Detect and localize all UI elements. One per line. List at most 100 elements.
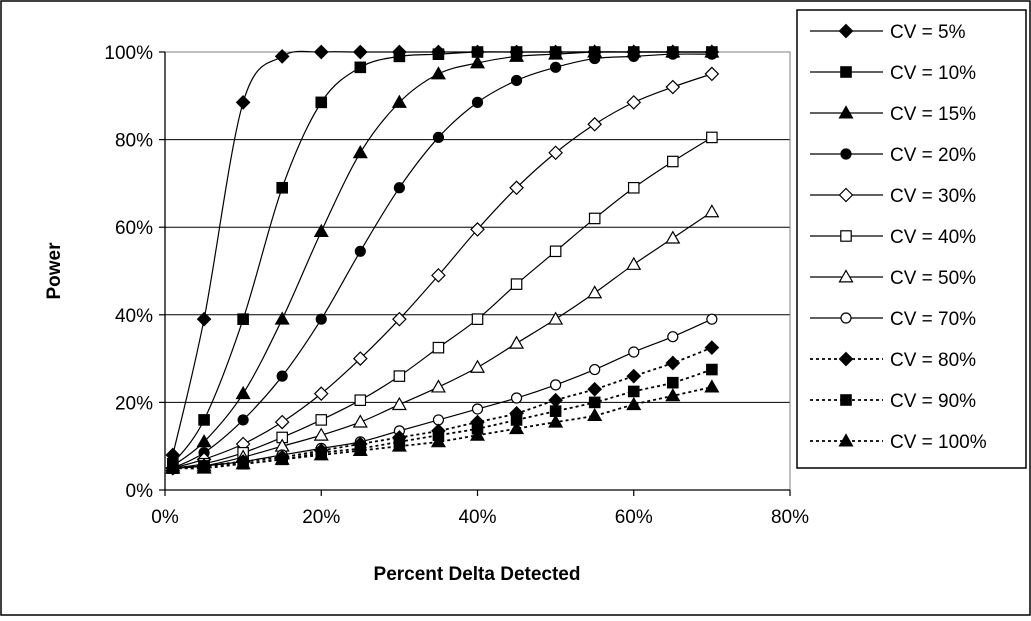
- data-point-cv-30-10: [548, 145, 563, 161]
- x-tick-label: 0%: [151, 507, 179, 528]
- data-point-cv-100-5: [352, 442, 368, 457]
- data-point-cv-10-2: [237, 313, 249, 325]
- data-point-cv-100-10: [548, 414, 564, 428]
- legend-item: CV = 90%: [810, 391, 976, 412]
- data-point-cv-15-9: [509, 48, 525, 62]
- data-point-cv-20-11: [589, 52, 601, 65]
- data-point-cv-90-11: [588, 396, 601, 409]
- legend-marker: [840, 148, 852, 160]
- axes: 0% 20% 40% 60% 80% 100% 0% 20% 40% 60% 80%: [104, 43, 809, 528]
- series-line-cv-15: [172, 51, 712, 467]
- y-tick-label: 100%: [104, 43, 153, 64]
- data-point-cv-100-1: [196, 460, 212, 474]
- data-point-cv-30-4: [313, 386, 329, 401]
- data-point-cv-100-8: [469, 427, 486, 441]
- data-point-cv-10-1: [198, 414, 210, 426]
- y-tick-label: 20%: [115, 393, 153, 414]
- data-point-cv-20-10: [550, 61, 562, 73]
- data-point-cv-20-5: [354, 245, 366, 257]
- data-point-cv-30-14: [704, 66, 720, 82]
- legend-label: CV = 90%: [890, 391, 976, 412]
- y-axis-title: Power: [44, 242, 65, 300]
- legend-marker: [840, 66, 852, 78]
- data-point-cv-70-14: [706, 313, 718, 325]
- legend-item: CV = 40%: [810, 227, 976, 248]
- data-point-cv-50-13: [665, 230, 681, 244]
- data-point-cv-40-5: [354, 394, 367, 407]
- data-point-cv-5-4: [313, 44, 329, 60]
- legend-box: [796, 9, 1027, 469]
- data-point-cv-80-13: [665, 355, 681, 371]
- data-point-cv-20-9: [510, 74, 523, 87]
- data-point-cv-40-8: [471, 313, 484, 325]
- data-point-cv-50-8: [469, 359, 486, 373]
- data-point-cv-15-10: [548, 46, 564, 60]
- legend-label: CV = 70%: [890, 309, 976, 330]
- legend-label: CV = 20%: [890, 145, 976, 166]
- legend-label: CV = 10%: [890, 63, 976, 84]
- data-point-cv-40-13: [667, 155, 679, 168]
- legend-marker: [838, 351, 854, 367]
- data-point-cv-70-10: [550, 379, 562, 391]
- data-point-cv-10-3: [276, 181, 288, 194]
- x-tick-label: 20%: [302, 507, 340, 528]
- data-point-cv-5-5: [352, 44, 368, 60]
- data-point-cv-100-13: [665, 388, 681, 402]
- data-point-cv-30-6: [392, 311, 407, 327]
- legend-item: CV = 20%: [810, 145, 976, 166]
- data-point-cv-100-0: [165, 460, 181, 474]
- legend-item: CV = 5%: [810, 22, 966, 43]
- y-tick-label: 0%: [126, 481, 154, 502]
- data-point-cv-5-1: [196, 311, 212, 327]
- data-point-cv-100-3: [274, 451, 290, 465]
- data-point-cv-100-6: [391, 438, 407, 452]
- data-point-cv-90-14: [706, 363, 718, 376]
- data-point-cv-80-12: [626, 368, 642, 384]
- legend-label: CV = 30%: [890, 186, 976, 207]
- data-point-cv-20-2: [237, 414, 249, 426]
- legend-item: CV = 80%: [810, 350, 976, 371]
- data-point-cv-30-8: [470, 222, 485, 237]
- x-tick-label: 40%: [458, 507, 496, 528]
- data-point-cv-50-5: [352, 414, 368, 428]
- data-point-cv-40-12: [627, 181, 640, 194]
- data-point-cv-30-7: [431, 268, 446, 283]
- legend-item: CV = 30%: [810, 186, 976, 207]
- y-tick-label: 80%: [115, 131, 153, 152]
- data-point-cv-70-12: [628, 346, 640, 358]
- legend-label: CV = 15%: [890, 104, 976, 125]
- legend-label: CV = 5%: [890, 22, 966, 43]
- data-point-cv-15-5: [352, 145, 368, 159]
- data-point-cv-30-12: [626, 95, 642, 110]
- data-point-cv-5-2: [235, 95, 251, 110]
- data-point-cv-50-14: [704, 204, 720, 218]
- legend: CV = 5% CV = 10% CV = 15% CV = 20% CV = 30% C…: [796, 9, 1027, 469]
- y-tick-label: 40%: [115, 306, 153, 327]
- x-tick-label: 60%: [615, 507, 653, 528]
- data-point-cv-50-12: [626, 256, 642, 270]
- data-point-cv-80-14: [704, 340, 720, 355]
- data-point-cv-50-7: [430, 379, 446, 393]
- legend-marker: [838, 105, 854, 119]
- data-point-cv-90-13: [667, 376, 679, 389]
- data-point-cv-50-11: [587, 285, 603, 299]
- data-point-cv-20-3: [276, 370, 288, 382]
- data-point-cv-30-3: [274, 414, 290, 430]
- data-point-cv-50-9: [509, 335, 525, 349]
- data-point-cv-20-7: [432, 131, 445, 144]
- data-point-cv-50-4: [313, 427, 329, 441]
- legend-item: CV = 15%: [810, 104, 976, 125]
- data-point-cv-40-10: [549, 245, 562, 258]
- data-point-cv-15-3: [274, 311, 290, 325]
- legend-label: CV = 40%: [890, 227, 976, 248]
- data-point-cv-15-2: [235, 385, 251, 400]
- x-axis-title: Percent Delta Detected: [374, 564, 581, 585]
- legend-marker: [838, 269, 854, 283]
- legend-label: CV = 80%: [890, 350, 976, 371]
- data-point-cv-20-14: [706, 48, 718, 60]
- data-point-cv-10-4: [315, 96, 328, 109]
- legend-marker: [838, 23, 854, 39]
- legend-marker: [840, 230, 852, 242]
